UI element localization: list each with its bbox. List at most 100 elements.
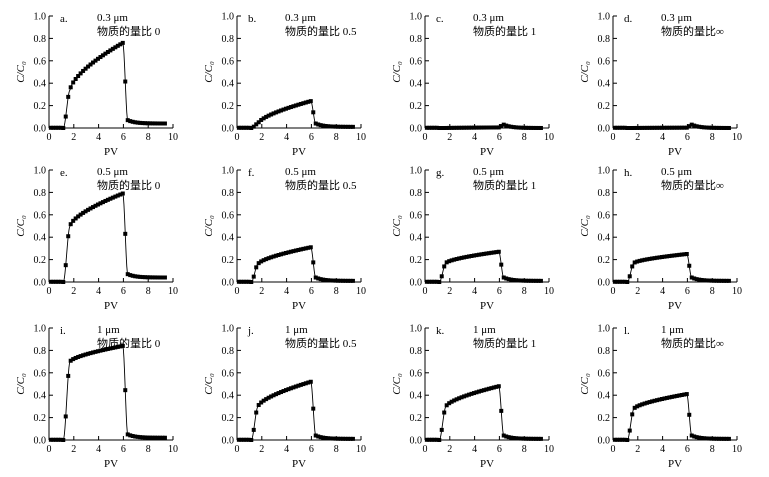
data-point — [464, 393, 469, 398]
data-point — [138, 435, 143, 440]
y-tick-label: 0.6 — [34, 210, 47, 221]
data-point — [155, 121, 160, 126]
data-point — [331, 436, 336, 441]
data-point — [640, 258, 645, 263]
data-point — [148, 435, 153, 440]
data-point — [612, 279, 617, 284]
x-tick-label: 6 — [685, 132, 690, 143]
data-point — [692, 434, 697, 439]
y-tick-label: 0.8 — [410, 346, 423, 357]
data-point — [311, 260, 316, 265]
data-point — [95, 349, 100, 354]
x-tick-label: 2 — [259, 286, 264, 297]
data-point — [632, 260, 637, 265]
data-point — [236, 125, 241, 130]
data-point — [622, 125, 627, 130]
data-point — [150, 435, 155, 440]
data-point — [442, 264, 447, 269]
data-point — [526, 436, 531, 441]
data-point — [702, 278, 707, 283]
data-point — [63, 263, 68, 268]
data-point — [266, 395, 271, 400]
data-point — [283, 106, 288, 111]
y-tick-label: 0.0 — [34, 124, 47, 135]
data-point — [103, 347, 108, 352]
data-point — [279, 108, 284, 113]
y-tick-label: 0.0 — [598, 124, 611, 135]
panel-letter: d. — [624, 13, 633, 25]
data-point — [682, 392, 687, 397]
data-point — [476, 389, 481, 394]
data-point — [533, 278, 538, 283]
data-point — [726, 436, 731, 441]
data-point — [672, 394, 677, 399]
data-point — [719, 125, 724, 130]
data-point — [291, 385, 296, 390]
y-tick-label: 1.0 — [410, 166, 423, 177]
data-point — [437, 126, 442, 130]
data-point — [447, 401, 452, 406]
data-point — [254, 410, 259, 415]
data-point — [479, 125, 484, 130]
y-tick-label: 0.4 — [34, 391, 47, 402]
data-point — [627, 428, 632, 433]
data-point — [479, 252, 484, 257]
data-point — [73, 76, 78, 81]
data-point — [249, 126, 254, 130]
data-point — [617, 125, 622, 130]
data-point — [536, 436, 541, 441]
y-axis-label: C/C₀ — [203, 61, 215, 83]
data-point — [133, 434, 138, 439]
data-point — [632, 125, 637, 130]
data-point — [684, 392, 689, 397]
data-point — [650, 125, 655, 130]
data-point — [120, 191, 125, 196]
data-point — [118, 344, 123, 349]
data-point — [704, 125, 709, 130]
data-point — [712, 125, 717, 130]
data-point — [684, 252, 689, 256]
data-point — [462, 125, 467, 130]
data-point — [427, 279, 432, 284]
data-point — [323, 123, 328, 128]
panel-a: 0.0 0.2 0.4 0.6 0.8 1.0 0 2 4 6 8 10 PV C/C₀ a. 0.3 μm物… — [15, 12, 178, 159]
molar-ratio-label: 物质的量比 1 — [473, 178, 536, 192]
panel-g: 0.0 0.2 0.4 0.6 0.8 1.0 0 2 4 6 8 10 PV C/C₀ g. 0.5 μm物… — [391, 166, 554, 313]
x-tick-label: 2 — [447, 132, 452, 143]
data-point — [471, 125, 476, 130]
data-point — [138, 120, 143, 125]
data-point — [328, 124, 333, 129]
data-point — [432, 437, 437, 442]
x-tick-label: 4 — [284, 132, 289, 143]
data-point — [519, 436, 524, 441]
data-point — [650, 399, 655, 404]
data-point — [350, 124, 355, 129]
molar-ratio-label: 物质的量比∞ — [661, 24, 724, 38]
data-point — [244, 437, 249, 442]
data-point — [251, 124, 256, 129]
data-point — [53, 279, 58, 284]
data-point — [103, 198, 108, 203]
data-point — [481, 125, 486, 130]
y-tick-label: 0.8 — [34, 188, 47, 199]
x-axis-label: PV — [668, 458, 682, 470]
data-point — [509, 435, 514, 440]
data-point — [625, 126, 630, 130]
data-point — [48, 437, 53, 442]
data-point — [449, 258, 454, 263]
data-point — [645, 257, 650, 262]
data-point — [113, 345, 118, 350]
data-point — [271, 393, 276, 398]
y-tick-label: 0.2 — [410, 255, 423, 266]
y-tick-label: 0.6 — [222, 368, 235, 379]
x-tick-label: 10 — [356, 286, 366, 297]
data-point — [524, 125, 529, 130]
data-point — [521, 436, 526, 441]
x-tick-label: 8 — [710, 286, 715, 297]
y-tick-label: 0.6 — [598, 210, 611, 221]
data-point — [479, 388, 484, 393]
molar-ratio-label: 物质的量比 0.5 — [285, 24, 357, 38]
y-tick-label: 0.0 — [222, 124, 235, 135]
data-point — [709, 125, 714, 130]
data-point — [620, 437, 625, 442]
